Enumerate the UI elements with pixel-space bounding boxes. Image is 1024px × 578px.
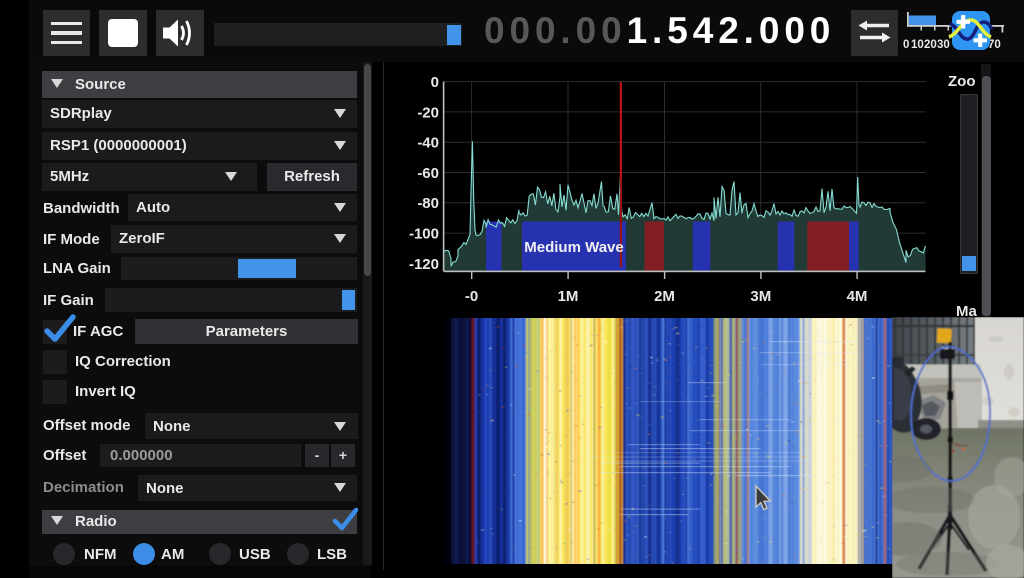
svg-text:0: 0 — [431, 74, 439, 91]
svg-text:2M: 2M — [654, 288, 675, 305]
svg-text:-0: -0 — [465, 288, 478, 305]
svg-text:-20: -20 — [417, 104, 439, 121]
svg-text:-40: -40 — [417, 135, 439, 152]
svg-text:Medium Wave: Medium Wave — [524, 239, 623, 256]
svg-text:-80: -80 — [417, 195, 439, 212]
svg-text:0: 0 — [903, 39, 909, 51]
svg-text:70: 70 — [988, 39, 1001, 51]
svg-text:30: 30 — [937, 39, 950, 51]
svg-text:4M: 4M — [847, 288, 868, 305]
svg-text:10: 10 — [911, 39, 924, 51]
svg-text:3M: 3M — [750, 288, 771, 305]
svg-text:-60: -60 — [417, 165, 439, 182]
svg-text:20: 20 — [924, 39, 937, 51]
svg-text:1M: 1M — [558, 288, 579, 305]
svg-text:-100: -100 — [409, 226, 439, 243]
svg-text:-120: -120 — [409, 256, 439, 273]
